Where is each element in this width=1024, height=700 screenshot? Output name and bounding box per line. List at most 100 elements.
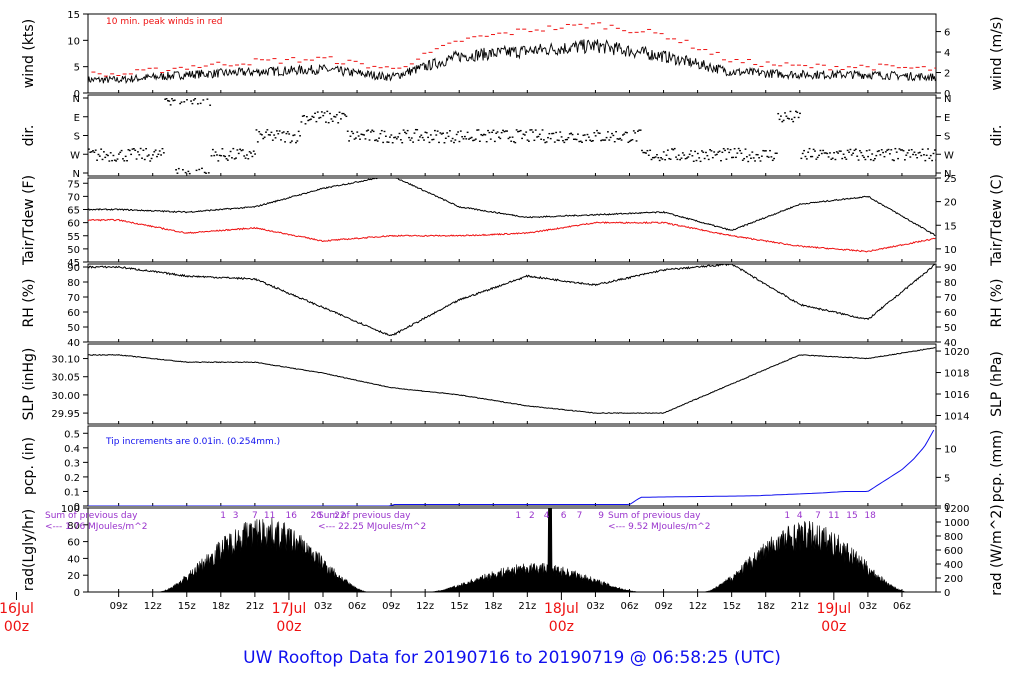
dir-point (216, 154, 218, 156)
dir-point (496, 131, 499, 133)
dir-left-tick-label: N (73, 94, 80, 105)
dir-point (152, 154, 154, 156)
dir-point (508, 136, 511, 139)
dir-point (931, 159, 934, 162)
time-axis-label: 18z (212, 601, 230, 612)
time-axis-label: 03z (859, 601, 877, 612)
dir-point (736, 152, 739, 154)
dir-point (750, 157, 752, 159)
dir-point (672, 149, 675, 151)
dir-point (725, 158, 728, 160)
dir-point (572, 138, 575, 140)
dir-point (214, 151, 217, 153)
dir-point (281, 132, 284, 134)
dir-point (284, 141, 286, 143)
dir-point (94, 149, 97, 151)
dir-point (844, 156, 846, 159)
dir-point (330, 118, 333, 120)
dir-point (190, 100, 192, 102)
wind-left-tick-label: 10 (67, 36, 80, 47)
dir-point (341, 112, 344, 115)
dir-point (789, 110, 792, 113)
dir-point (796, 111, 799, 114)
dir-point (262, 137, 265, 140)
dir-point (841, 157, 844, 160)
dir-point (878, 150, 880, 152)
dir-point (513, 141, 515, 143)
temp-ylabel-left: Tair/Tdew (F) (21, 175, 37, 266)
dir-point (172, 99, 175, 102)
radiation-sum-annotation: Sum of previous day (608, 511, 701, 521)
dir-point (348, 140, 350, 142)
dir-point (631, 139, 634, 141)
dir-point (394, 136, 397, 138)
dir-point (921, 148, 924, 151)
dir-point (582, 134, 585, 137)
dir-point (462, 138, 465, 140)
dir-point (355, 137, 357, 139)
dir-point (371, 129, 374, 131)
dir-point (871, 153, 874, 155)
dir-point (293, 134, 296, 136)
dir-point (436, 130, 439, 132)
dir-point (484, 134, 487, 136)
rh-ylabel-left: RH (%) (21, 279, 37, 328)
dir-point (305, 116, 308, 118)
dir-point (676, 158, 679, 161)
pcp-left-tick-label: 0.4 (64, 444, 80, 455)
footer-title: UW Rooftop Data for 20190716 to 20190719… (243, 648, 781, 668)
time-axis-label: 18z (757, 601, 775, 612)
dir-point (586, 133, 589, 136)
dir-point (504, 130, 507, 132)
dir-point (909, 156, 912, 158)
dir-point (487, 129, 489, 132)
pcp-right-tick-label: 0 (944, 502, 950, 513)
dir-point (109, 152, 112, 154)
temp-left-tick-label: 70 (67, 192, 80, 203)
dir-point (398, 132, 401, 135)
dir-point (718, 150, 721, 152)
dir-point (775, 152, 778, 154)
dir-point (653, 156, 656, 159)
dir-point (432, 138, 435, 141)
dir-point (620, 139, 623, 141)
dir-point (495, 132, 498, 134)
dir-point (363, 134, 365, 136)
dir-point (346, 130, 349, 132)
dir-point (469, 137, 472, 139)
dir-point (386, 141, 389, 143)
dir-point (823, 152, 826, 154)
dir-point (795, 110, 797, 113)
dir-point (912, 153, 914, 156)
dir-point (427, 136, 429, 139)
dir-point (315, 120, 318, 123)
dir-point (419, 136, 421, 138)
dir-point (916, 157, 919, 159)
dir-point (425, 132, 428, 134)
dir-point (314, 112, 316, 115)
dir-point (251, 155, 254, 158)
dir-point (552, 132, 555, 135)
dir-point (918, 151, 921, 154)
dir-point (639, 129, 642, 131)
dir-point (534, 129, 537, 131)
dir-point (360, 133, 363, 135)
dir-point (288, 133, 291, 135)
dir-point (117, 153, 120, 155)
dir-point (766, 155, 769, 158)
dir-point (703, 157, 706, 160)
radiation-sum-annotation: Sum of previous day (45, 511, 138, 521)
dir-point (372, 130, 375, 133)
dir-point (570, 132, 573, 134)
dir-point (842, 153, 845, 155)
dir-point (567, 136, 570, 139)
dir-point (98, 155, 101, 157)
dir-point (135, 158, 138, 160)
rad-left-tick-label: 100 (61, 504, 80, 515)
dir-point (808, 147, 811, 150)
time-axis-label: 12z (144, 601, 162, 612)
dir-point (925, 154, 928, 157)
wind-series-1 (88, 39, 936, 85)
dir-point (229, 150, 232, 153)
radiation-hour-label: 16 (285, 511, 297, 521)
